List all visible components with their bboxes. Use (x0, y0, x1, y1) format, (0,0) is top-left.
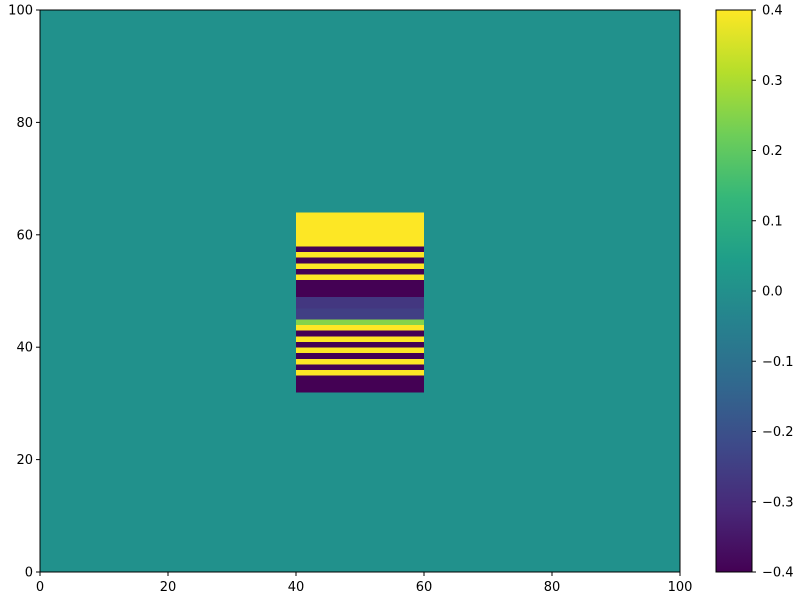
heatmap-cell (296, 307, 424, 320)
axes: 0 20 40 60 80 100 0 20 40 60 80 100 (8, 4, 692, 596)
heatmap-cell (296, 364, 424, 371)
heatmap-cell (296, 279, 424, 298)
heatmap-cell (296, 341, 424, 348)
heatmap-cell (296, 335, 424, 342)
x-tick-label: 20 (160, 580, 177, 595)
colorbar-tick-label: 0.2 (762, 144, 783, 159)
x-tick-label: 0 (36, 580, 44, 595)
heatmap-cell (296, 324, 424, 331)
colorbar-tick-label: 0.1 (762, 214, 783, 229)
colorbar-tick-label: −0.1 (762, 355, 794, 370)
y-tick-label: 100 (8, 4, 33, 19)
colorbar-tick-label: 0.3 (762, 74, 783, 89)
colorbar: −0.4 −0.3 −0.2 −0.1 0.0 0.1 0.2 0.3 0.4 (715, 4, 794, 581)
heatmap-cell (296, 296, 424, 309)
heatmap-cell (296, 375, 424, 393)
colorbar-gradient (716, 10, 752, 572)
heatmap-cell (296, 212, 424, 247)
x-tick-label: 60 (416, 580, 433, 595)
y-tick-label: 0 (25, 566, 33, 581)
heatmap-cell (296, 358, 424, 365)
heatmap-cell (296, 352, 424, 359)
colorbar-tick-label: 0.0 (762, 285, 783, 300)
y-tick-label: 60 (16, 228, 33, 243)
plot-frame (39, 9, 681, 573)
heatmap-cell (296, 274, 424, 281)
x-tick-label: 40 (288, 580, 305, 595)
colorbar-tick-label: −0.3 (762, 495, 794, 510)
heatmap-cell (296, 251, 424, 258)
heatmap-cell (296, 268, 424, 275)
heatmap-cell (296, 246, 424, 253)
heatmap-cell (296, 257, 424, 264)
colorbar-tick-label: −0.4 (762, 566, 794, 581)
y-tick-label: 80 (16, 116, 33, 131)
heatmap-cell (296, 369, 424, 376)
heatmap-cell (296, 262, 424, 269)
y-tick-label: 40 (16, 341, 33, 356)
heatmap-cell (296, 330, 424, 337)
heatmap-cell (296, 347, 424, 354)
y-tick-label: 20 (16, 453, 33, 468)
x-tick-label: 80 (544, 580, 561, 595)
heatmap-cell (296, 319, 424, 326)
colorbar-tick-label: 0.4 (762, 4, 783, 19)
colorbar-tick-label: −0.2 (762, 425, 794, 440)
plot-area (40, 10, 680, 572)
x-tick-label: 100 (668, 580, 693, 595)
